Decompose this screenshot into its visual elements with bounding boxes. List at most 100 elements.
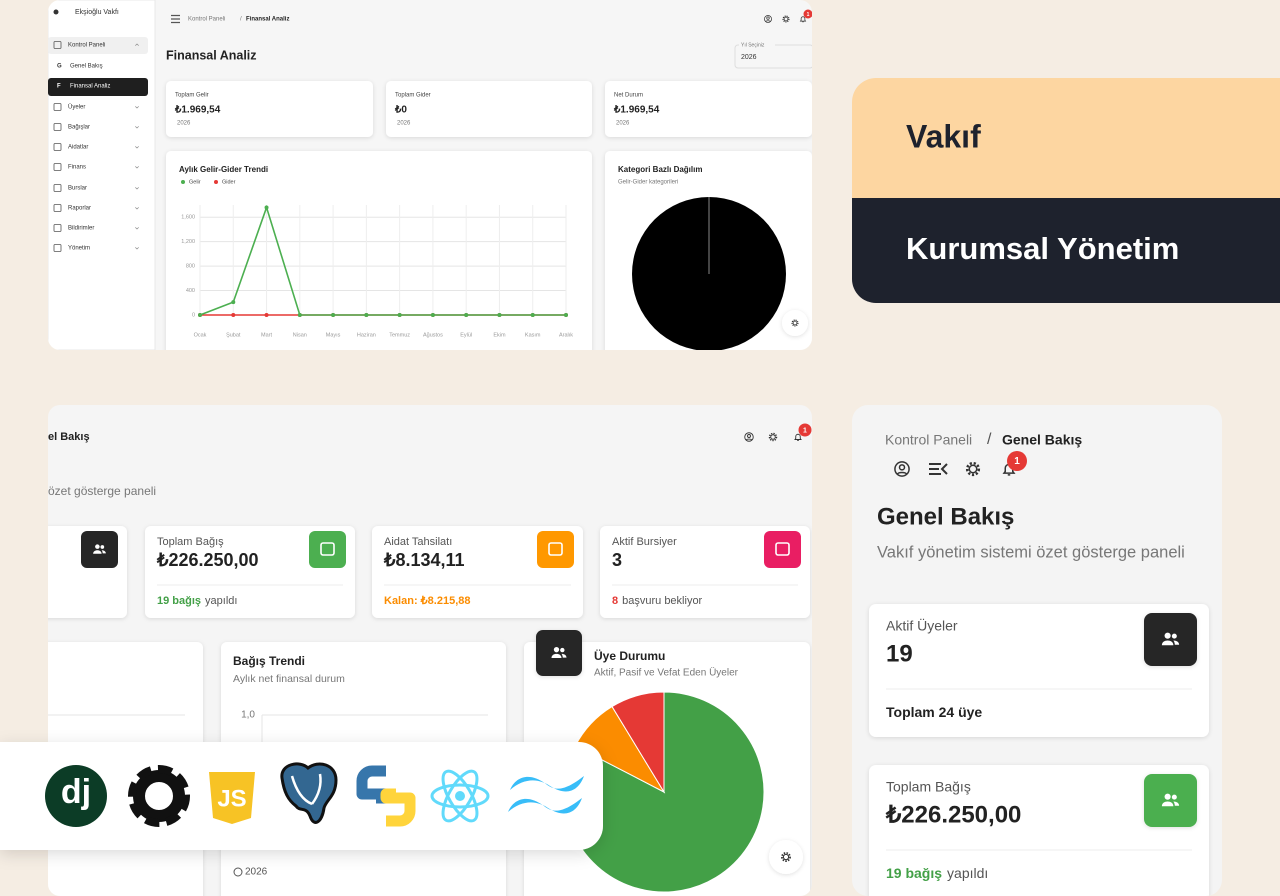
menu-item[interactable]: Genel Bakış bbox=[70, 64, 103, 70]
trend-subtitle: Aylık net finansal durum bbox=[233, 673, 345, 685]
mobile-subtitle: Vakıf yönetim sistemi özet gösterge pane… bbox=[877, 543, 1185, 561]
card-label: Toplam Gelir bbox=[175, 93, 209, 99]
mobile-title: Genel Bakış bbox=[877, 503, 1014, 530]
menu-icon bbox=[53, 204, 62, 212]
stat-card bbox=[600, 526, 810, 618]
x-tick-label: Mayıs bbox=[326, 332, 341, 338]
menu-item[interactable]: Burslar bbox=[68, 186, 87, 192]
hero-bottom bbox=[852, 198, 1280, 303]
stat-card bbox=[372, 526, 583, 618]
django-logo-text: dj bbox=[61, 773, 91, 811]
menu-item[interactable]: Finans bbox=[68, 165, 86, 171]
menu-active-bg bbox=[48, 78, 148, 96]
brand-logo bbox=[53, 9, 59, 15]
js-logo bbox=[209, 772, 255, 824]
menu-item[interactable]: Bildirimler bbox=[68, 226, 94, 232]
dashboard-subtitle: özet gösterge paneli bbox=[48, 484, 156, 498]
category-title: Kategori Bazlı Dağılım bbox=[618, 165, 702, 174]
series-point bbox=[564, 313, 568, 317]
menu-item[interactable]: Yönetim bbox=[68, 246, 90, 252]
card-value: 19 bbox=[886, 640, 913, 667]
fab[interactable] bbox=[769, 840, 803, 874]
menu-item[interactable]: Kontrol Paneli bbox=[68, 43, 105, 49]
brand: Ekşioğlu Vakfı bbox=[75, 9, 119, 16]
menu-item[interactable]: Raporlar bbox=[68, 206, 91, 212]
hero-title: Vakıf bbox=[906, 118, 981, 154]
pie-card-icon bbox=[536, 630, 582, 676]
line-chart-card bbox=[166, 151, 592, 350]
hamburger[interactable] bbox=[171, 14, 180, 24]
series-point bbox=[464, 313, 469, 317]
breadcrumb-parent[interactable]: Kontrol Paneli bbox=[885, 432, 972, 448]
series-point bbox=[430, 313, 435, 317]
finance-card bbox=[605, 81, 812, 137]
menu-item[interactable]: Finansal Analiz bbox=[70, 84, 110, 90]
menu-icon bbox=[53, 244, 62, 252]
stat-icon-glyph bbox=[320, 542, 335, 556]
python-logo-yellow bbox=[380, 788, 416, 827]
sidebar bbox=[48, 0, 156, 350]
card-year: 2026 bbox=[397, 121, 411, 127]
trend-chart: 1,0 bbox=[241, 710, 488, 721]
breadcrumb-current: Finansal Analiz bbox=[246, 17, 289, 23]
card-label: Net Durum bbox=[614, 93, 643, 99]
card-note-strong: Toplam 24 üye bbox=[886, 704, 982, 720]
x-tick-label: Mart bbox=[261, 332, 272, 338]
react-logo bbox=[430, 769, 490, 823]
card-label: Aktif Üyeler bbox=[886, 617, 958, 634]
legend-swatch bbox=[214, 180, 218, 184]
menu-item[interactable]: Bağışlar bbox=[68, 125, 90, 131]
menu-icon bbox=[53, 123, 62, 131]
menu-item[interactable]: Üyeler bbox=[68, 104, 85, 111]
x-tick-label: Nisan bbox=[293, 332, 307, 338]
react-core bbox=[455, 791, 465, 801]
series-point bbox=[264, 205, 269, 210]
pie-title: Üye Durumu bbox=[594, 648, 665, 663]
y-tick-label: 1,200 bbox=[181, 239, 195, 245]
gear-logo bbox=[133, 770, 185, 822]
badge-count: 1 bbox=[1014, 456, 1020, 467]
card-value: ₺226.250,00 bbox=[156, 550, 259, 570]
card-note: 19 bağış yapıldı bbox=[886, 865, 988, 881]
gear-logo-teeth bbox=[128, 765, 190, 827]
card-value: ₺226.250,00 bbox=[885, 801, 1021, 828]
series-point bbox=[231, 313, 236, 317]
dashboard-title: el Bakış bbox=[48, 431, 90, 443]
line-chart: 0 400 800 1,200 1,600 Ocak Şubat Mart Nisan Mayıs… bbox=[181, 179, 573, 338]
y-tick-label: 0 bbox=[192, 312, 195, 318]
legend-swatch bbox=[181, 180, 185, 184]
card-label: Toplam Bağış bbox=[157, 536, 224, 548]
menu-item[interactable]: Aidatlar bbox=[68, 145, 88, 151]
series-line bbox=[199, 204, 566, 316]
card-value: ₺8.134,11 bbox=[383, 550, 465, 570]
stat-icon bbox=[309, 531, 346, 568]
card-note-text: yapıldı bbox=[947, 865, 988, 881]
trend-title: Bağış Trendi bbox=[233, 654, 305, 668]
card-label: Aktif Bursiyer bbox=[612, 536, 677, 548]
menu-open-bg bbox=[48, 37, 148, 54]
stat-icon bbox=[1144, 774, 1197, 827]
y-tick-label: 1,600 bbox=[181, 215, 195, 221]
x-tick-label: Eylül bbox=[460, 332, 472, 338]
series-point bbox=[530, 313, 535, 317]
js-logo-text: JS bbox=[217, 785, 246, 812]
fab[interactable] bbox=[782, 310, 808, 336]
stat-card bbox=[145, 526, 355, 618]
trend-footer: 2026 bbox=[245, 867, 268, 878]
breadcrumb-separator: / bbox=[987, 431, 992, 448]
breadcrumb-parent[interactable]: Kontrol Paneli bbox=[188, 17, 225, 23]
x-tick-label: Ocak bbox=[194, 332, 207, 338]
card-note: 19 bağış yapıldı bbox=[157, 595, 237, 607]
badge bbox=[803, 9, 812, 19]
hero-top bbox=[852, 78, 1280, 198]
menu-toggle[interactable] bbox=[929, 463, 948, 475]
card-value: 3 bbox=[612, 550, 622, 570]
card-note-text: yapıldı bbox=[205, 595, 237, 607]
x-tick-label: Temmuz bbox=[389, 332, 410, 338]
card-label: Toplam Gider bbox=[395, 93, 431, 99]
breadcrumb-current: Genel Bakış bbox=[1002, 432, 1082, 448]
series-point bbox=[231, 300, 236, 305]
card-year: 2026 bbox=[616, 121, 630, 127]
card-label: Toplam Bağış bbox=[886, 779, 971, 795]
